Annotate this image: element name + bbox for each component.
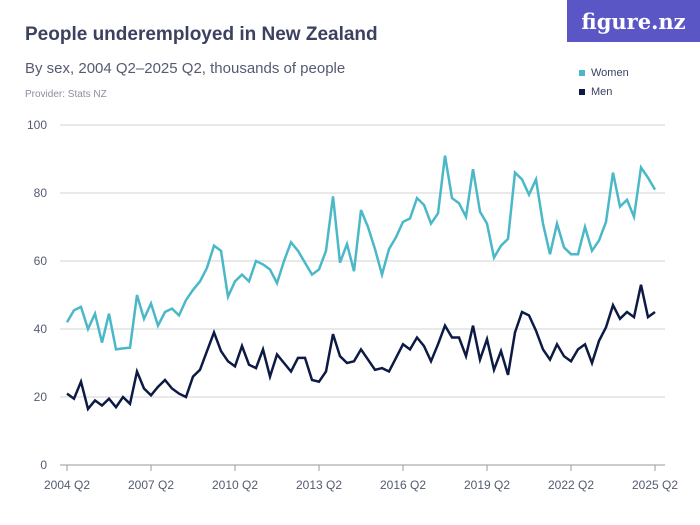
legend-item-men: Men — [579, 86, 612, 98]
x-tick-label: 2022 Q2 — [548, 478, 594, 492]
y-tick-label: 0 — [40, 458, 47, 472]
x-tick-label: 2010 Q2 — [212, 478, 258, 492]
legend-swatch-women — [579, 70, 585, 76]
y-tick-label: 20 — [34, 390, 48, 404]
y-tick-label: 80 — [34, 186, 48, 200]
provider-label: Provider: Stats NZ — [25, 89, 107, 100]
x-tick-label: 2013 Q2 — [296, 478, 342, 492]
legend-label-women: Women — [591, 67, 629, 79]
legend-swatch-men — [579, 89, 585, 95]
x-tick-label: 2025 Q2 — [632, 478, 678, 492]
series-line-women — [65, 155, 657, 351]
y-tick-label: 40 — [34, 322, 48, 336]
y-tick-label: 100 — [27, 118, 47, 132]
chart-title: People underemployed in New Zealand — [25, 24, 378, 45]
legend-label-men: Men — [591, 86, 613, 98]
series-line-men — [66, 284, 656, 412]
x-tick-label: 2004 Q2 — [44, 478, 90, 492]
x-tick-label: 2019 Q2 — [464, 478, 510, 492]
x-tick-label: 2016 Q2 — [380, 478, 426, 492]
figure-nz-logo[interactable]: figure.nz — [567, 0, 700, 42]
y-tick-label: 60 — [34, 254, 48, 268]
legend-item-women: Women — [579, 67, 629, 79]
chart-subtitle: By sex, 2004 Q2–2025 Q2, thousands of pe… — [25, 60, 346, 77]
x-tick-label: 2007 Q2 — [128, 478, 174, 492]
